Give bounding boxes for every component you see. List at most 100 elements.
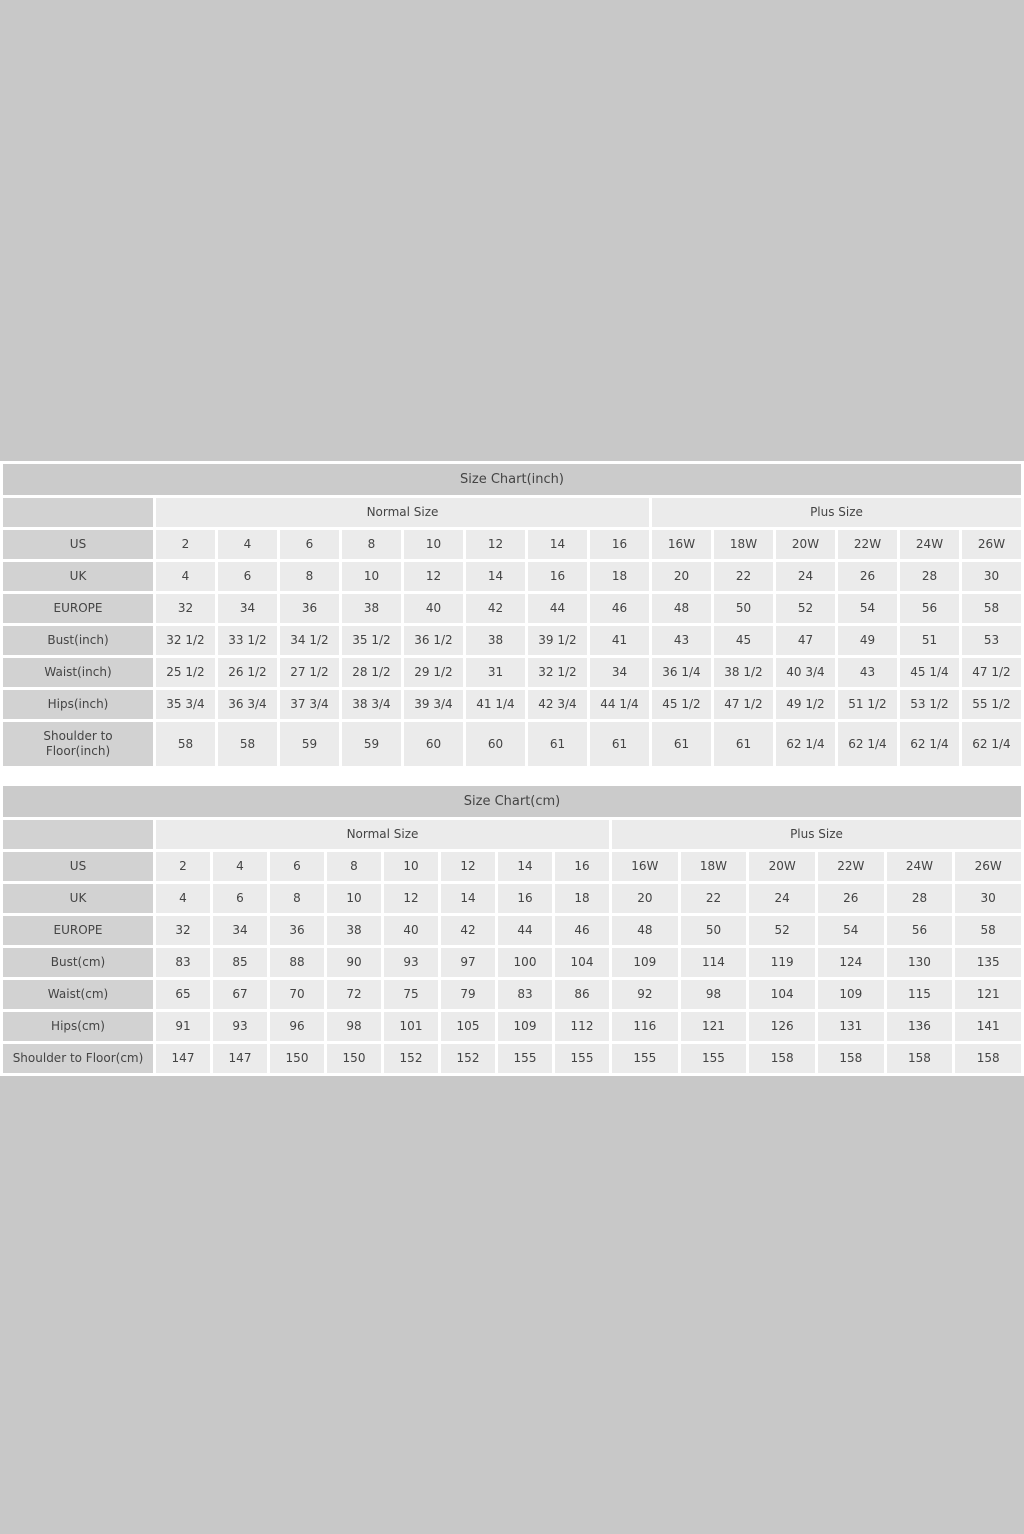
size-value-cell: 147: [213, 1044, 267, 1073]
size-value-cell: 131: [817, 1012, 884, 1041]
size-value-cell: 46: [590, 594, 649, 623]
size-value-cell: 109: [817, 980, 884, 1009]
size-value-cell: 4: [156, 884, 210, 913]
size-value-cell: 135: [955, 948, 1021, 977]
size-value-cell: 50: [680, 916, 747, 945]
size-value-cell: 2: [156, 852, 210, 881]
size-value-cell: 47: [776, 626, 835, 655]
size-value-cell: 38 1/2: [714, 658, 773, 687]
row-label: EUROPE: [3, 594, 153, 623]
size-value-cell: 70: [270, 980, 324, 1009]
size-value-cell: 27 1/2: [280, 658, 339, 687]
size-value-cell: 4: [156, 562, 215, 591]
size-value-cell: 49: [838, 626, 897, 655]
size-value-cell: 25 1/2: [156, 658, 215, 687]
size-value-cell: 40: [384, 916, 438, 945]
size-value-cell: 59: [342, 722, 401, 766]
size-value-cell: 109: [612, 948, 678, 977]
size-value-cell: 59: [280, 722, 339, 766]
size-value-cell: 16: [528, 562, 587, 591]
size-value-cell: 92: [612, 980, 678, 1009]
table-row: US 2 4 6 8 10 12 14 16 16W 18W 20W 22W 24W 26W: [3, 852, 1021, 881]
size-value-cell: 20W: [749, 852, 815, 881]
size-value-cell: 35 1/2: [342, 626, 401, 655]
table-row: Hips(inch) 35 3/4 36 3/4 37 3/4 38 3/4 39 3/4…: [3, 690, 1021, 719]
size-value-cell: 96: [270, 1012, 324, 1041]
size-value-cell: 43: [652, 626, 711, 655]
size-value-cell: 10: [404, 530, 463, 559]
size-value-cell: 44: [528, 594, 587, 623]
size-value-cell: 48: [652, 594, 711, 623]
size-value-cell: 51 1/2: [838, 690, 897, 719]
size-value-cell: 16: [590, 530, 649, 559]
size-value-cell: 38: [342, 594, 401, 623]
size-value-cell: 22W: [817, 852, 884, 881]
row-label: UK: [3, 562, 153, 591]
size-value-cell: 6: [270, 852, 324, 881]
size-value-cell: 14: [466, 562, 525, 591]
size-value-cell: 18: [555, 884, 609, 913]
size-value-cell: 104: [555, 948, 609, 977]
size-value-cell: 39 3/4: [404, 690, 463, 719]
size-value-cell: 6: [280, 530, 339, 559]
size-value-cell: 58: [218, 722, 277, 766]
size-value-cell: 58: [156, 722, 215, 766]
size-value-cell: 39 1/2: [528, 626, 587, 655]
corner-cell: [3, 820, 153, 849]
size-value-cell: 83: [156, 948, 210, 977]
size-value-cell: 58: [962, 594, 1021, 623]
size-group-header-row: Normal Size Plus Size: [3, 498, 1021, 527]
size-value-cell: 150: [270, 1044, 324, 1073]
size-value-cell: 45 1/2: [652, 690, 711, 719]
size-value-cell: 24: [749, 884, 815, 913]
row-label: Shoulder to Floor(cm): [3, 1044, 153, 1073]
size-value-cell: 119: [749, 948, 815, 977]
size-value-cell: 60: [404, 722, 463, 766]
size-value-cell: 38: [327, 916, 381, 945]
size-value-cell: 12: [466, 530, 525, 559]
size-value-cell: 16: [555, 852, 609, 881]
size-value-cell: 62 1/4: [838, 722, 897, 766]
size-value-cell: 16W: [652, 530, 711, 559]
size-value-cell: 98: [680, 980, 747, 1009]
size-value-cell: 46: [555, 916, 609, 945]
size-value-cell: 101: [384, 1012, 438, 1041]
size-value-cell: 6: [218, 562, 277, 591]
size-value-cell: 32 1/2: [156, 626, 215, 655]
size-value-cell: 36 3/4: [218, 690, 277, 719]
size-value-cell: 126: [749, 1012, 815, 1041]
size-value-cell: 93: [384, 948, 438, 977]
table-row: EUROPE 32 34 36 38 40 42 44 46 48 50 52 54 56 58: [3, 594, 1021, 623]
size-value-cell: 79: [441, 980, 495, 1009]
size-value-cell: 52: [776, 594, 835, 623]
size-value-cell: 72: [327, 980, 381, 1009]
size-value-cell: 121: [680, 1012, 747, 1041]
size-group-header-row: Normal Size Plus Size: [3, 820, 1021, 849]
size-value-cell: 18W: [714, 530, 773, 559]
size-value-cell: 20: [612, 884, 678, 913]
size-value-cell: 114: [680, 948, 747, 977]
size-value-cell: 8: [342, 530, 401, 559]
table-row: UK 4 6 8 10 12 14 16 18 20 22 24 26 28 30: [3, 884, 1021, 913]
size-value-cell: 60: [466, 722, 525, 766]
size-value-cell: 155: [612, 1044, 678, 1073]
size-value-cell: 34: [218, 594, 277, 623]
size-value-cell: 62 1/4: [776, 722, 835, 766]
size-value-cell: 158: [817, 1044, 884, 1073]
size-value-cell: 40 3/4: [776, 658, 835, 687]
size-value-cell: 24W: [900, 530, 959, 559]
size-value-cell: 109: [498, 1012, 552, 1041]
size-value-cell: 97: [441, 948, 495, 977]
size-value-cell: 104: [749, 980, 815, 1009]
size-value-cell: 152: [384, 1044, 438, 1073]
table-row: Shoulder to Floor(inch) 58 58 59 59 60 60 61 61 6…: [3, 722, 1021, 766]
size-value-cell: 36: [280, 594, 339, 623]
size-value-cell: 58: [955, 916, 1021, 945]
size-value-cell: 67: [213, 980, 267, 1009]
size-value-cell: 32: [156, 916, 210, 945]
size-value-cell: 52: [749, 916, 815, 945]
corner-cell: [3, 498, 153, 527]
size-value-cell: 116: [612, 1012, 678, 1041]
size-value-cell: 34 1/2: [280, 626, 339, 655]
size-value-cell: 158: [955, 1044, 1021, 1073]
